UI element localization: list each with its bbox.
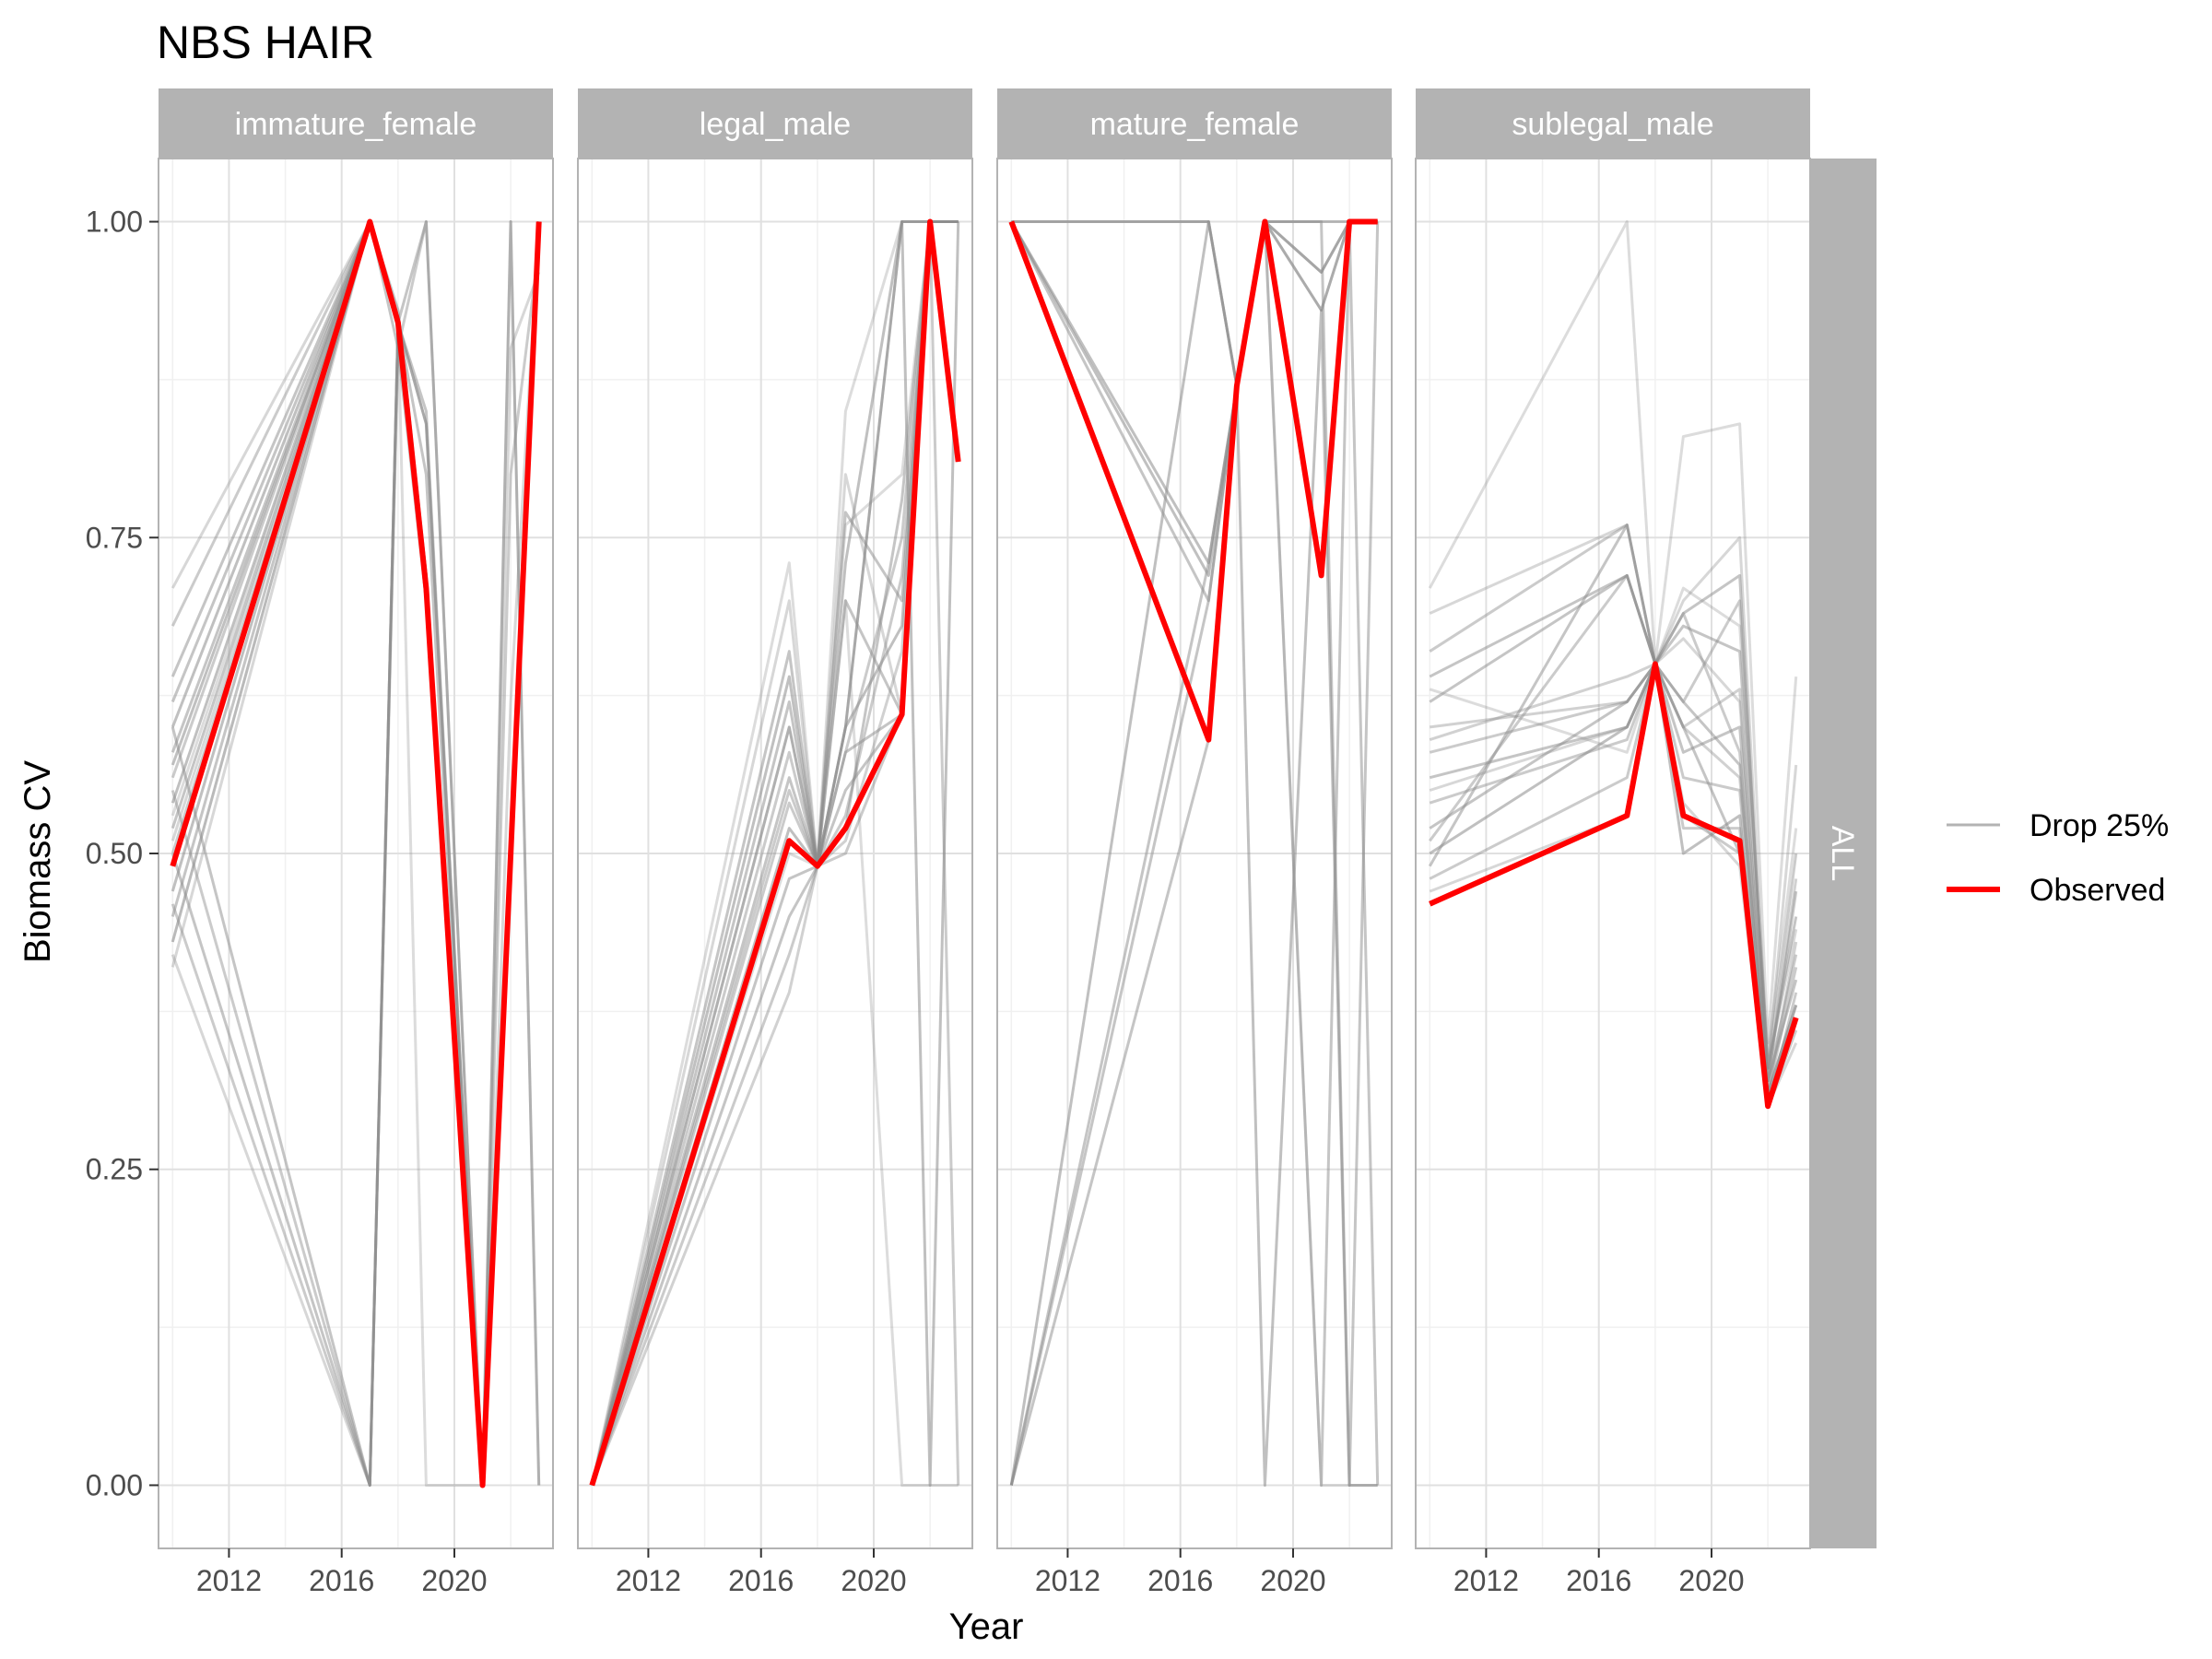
x-tick-label: 2016 <box>1147 1564 1213 1597</box>
drop-25-series-line <box>1429 586 1798 1057</box>
x-tick-label: 2012 <box>616 1564 681 1597</box>
y-tick-label: 0.50 <box>86 837 143 870</box>
panel-immature-female: immature_female 2012 2016 2020 <box>158 88 554 1597</box>
facet-strip-label: mature_female <box>1090 107 1300 142</box>
legend-label: Observed <box>2030 873 2165 908</box>
row-strip: ALL <box>1810 159 1877 1548</box>
facet-strip-label: legal_male <box>700 107 851 142</box>
observed-series-line <box>589 218 961 1487</box>
observed-series-line <box>1008 218 1378 743</box>
y-tick-label: 0.25 <box>86 1153 143 1186</box>
x-axis-title: Year <box>949 1606 1024 1647</box>
y-axis-title: Biomass CV <box>18 760 58 963</box>
row-strip-background <box>1810 159 1877 1548</box>
legend-entry: Observed <box>1947 873 2165 908</box>
y-tick-label: 0.00 <box>86 1468 143 1501</box>
x-tick-label: 2020 <box>1260 1564 1325 1597</box>
facet-strip-label: sublegal_male <box>1512 107 1713 142</box>
x-tick-label: 2012 <box>196 1564 262 1597</box>
legend-entry: Drop 25% <box>1947 808 2169 843</box>
panel-legal-male: legal_male 2012 2016 2020 <box>577 88 973 1597</box>
x-tick-label: 2012 <box>1035 1564 1100 1597</box>
row-strip-label: ALL <box>1825 826 1860 882</box>
panels: immature_female 2012 2016 2020 legal_male 201… <box>86 88 1877 1597</box>
x-tick-label: 2016 <box>1566 1564 1631 1597</box>
observed-series-line <box>1429 661 1799 1110</box>
x-tick-label: 2020 <box>421 1564 487 1597</box>
legend-label: Drop 25% <box>2030 808 2169 843</box>
drop-25-series-line <box>590 220 960 1487</box>
observed-series-line <box>170 218 542 1488</box>
y-tick-label: 1.00 <box>86 206 143 239</box>
facet-strip <box>578 88 972 159</box>
y-axis: 0.00 0.25 0.50 0.75 1.00 <box>86 206 159 1501</box>
facet-strip <box>1416 88 1810 159</box>
x-tick-label: 2020 <box>1678 1564 1744 1597</box>
y-tick-label: 0.75 <box>86 521 143 554</box>
legend: Drop 25% Observed <box>1947 808 2169 908</box>
x-tick-label: 2020 <box>841 1564 906 1597</box>
x-tick-label: 2016 <box>309 1564 374 1597</box>
facet-strip <box>159 88 553 159</box>
x-tick-label: 2012 <box>1453 1564 1519 1597</box>
panel-mature-female: mature_female 2012 2016 2020 <box>996 88 1393 1597</box>
facet-strip-label: immature_female <box>235 107 477 142</box>
drop-25-series-line <box>590 599 959 1487</box>
chart-title: NBS HAIR <box>157 17 374 68</box>
panel-sublegal-male: sublegal_male 2012 2016 2020 <box>1415 88 1811 1597</box>
x-tick-label: 2016 <box>728 1564 794 1597</box>
facet-strip <box>997 88 1392 159</box>
drop-25-series-line <box>1428 220 1798 1045</box>
drop-25-series-line <box>1429 637 1798 1070</box>
